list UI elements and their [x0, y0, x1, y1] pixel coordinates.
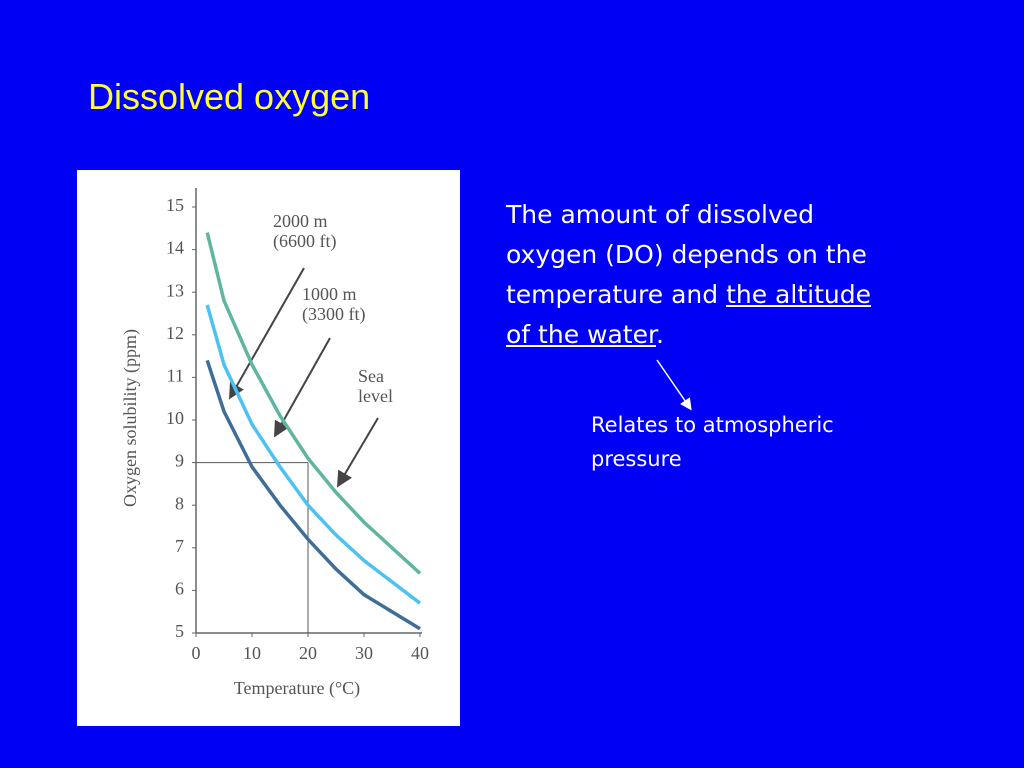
- note: Relates to atmospheric pressure: [591, 413, 834, 471]
- x-tick-label: 0: [192, 643, 201, 663]
- x-axis-label: Temperature (°C): [234, 678, 360, 699]
- slide-title: Dissolved oxygen: [88, 76, 371, 117]
- y-tick-label: 7: [175, 536, 184, 556]
- y-tick-label: 6: [175, 579, 184, 599]
- series-label: Sea level: [358, 366, 393, 406]
- body-text-underlined: the altitude of the water: [506, 280, 871, 349]
- body-text-part: The amount of dissolved oxygen (DO) depe…: [506, 200, 867, 309]
- note-arrow: [656, 359, 692, 411]
- annotation-arrow: [229, 267, 305, 400]
- x-tick-label: 20: [299, 643, 317, 663]
- series-line: [205, 304, 422, 605]
- y-tick-label: 11: [167, 366, 184, 386]
- y-tick-label: 5: [175, 621, 184, 641]
- y-tick-label: 10: [166, 408, 184, 428]
- y-tick-label: 15: [166, 195, 184, 215]
- annotation-arrow: [336, 417, 379, 488]
- x-tick-label: 10: [243, 643, 261, 663]
- y-tick-label: 9: [175, 451, 184, 471]
- series-line: [205, 232, 422, 575]
- body-text: The amount of dissolved oxygen (DO) depe…: [506, 195, 896, 355]
- x-tick-label: 30: [355, 643, 373, 663]
- series-line: [205, 359, 421, 631]
- y-tick-label: 8: [175, 493, 184, 513]
- y-axis-label: Oxygen solubility (ppm): [120, 329, 141, 507]
- annotation-arrow: [274, 337, 331, 438]
- y-tick-label: 14: [166, 238, 184, 258]
- y-tick-label: 12: [166, 323, 184, 343]
- x-tick-label: 40: [411, 643, 429, 663]
- series-label: 1000 m (3300 ft): [302, 284, 366, 324]
- series-label: 2000 m (6600 ft): [273, 211, 337, 251]
- body-text-part: .: [655, 320, 664, 349]
- y-tick-label: 13: [166, 280, 184, 300]
